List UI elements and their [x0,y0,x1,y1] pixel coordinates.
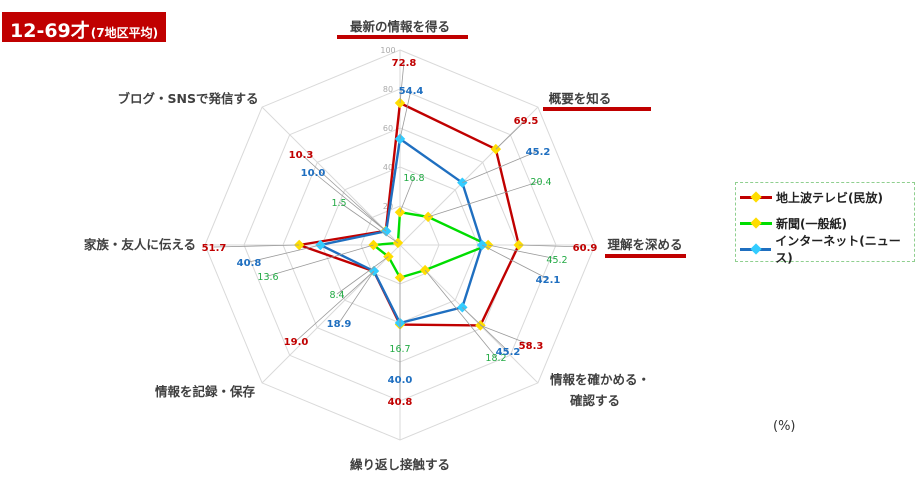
legend-item-tv: 地上波テレビ(民放) [736,185,914,209]
data-label-tv: 40.8 [388,397,413,408]
data-label-internet: 45.2 [496,347,521,358]
legend-internet-swatch [740,242,772,255]
data-label-leader [338,270,375,324]
chart-title-badge: 12-69才 (7地区平均) [2,12,167,42]
chart-legend: 地上波テレビ(民放) 新聞(一般紙) インターネット(ニュース) [735,182,915,265]
data-point-newspaper [422,211,434,223]
data-label-leader [481,244,549,280]
data-label-leader [488,244,558,260]
data-label-leader [399,176,415,213]
legend-item-internet: インターネット(ニュース) [736,234,914,265]
data-label-leader [312,171,387,232]
data-label-leader [462,150,539,184]
legend-newspaper-swatch [740,216,772,229]
category-label-overview: 概要を知る [549,91,612,106]
data-label-leader [213,244,300,248]
data-label-leader [495,119,527,150]
legend-tv-swatch [740,190,772,203]
category-label-verify: 情報を確かめる・確認する [550,372,650,408]
grid-spoke [261,244,401,384]
grid-spoke [399,106,539,246]
data-label-newspaper: 16.7 [389,344,410,355]
data-point-newspaper [394,272,406,283]
data-label-newspaper: 18.2 [485,353,506,364]
data-label-internet: 45.2 [526,147,551,158]
data-label-newspaper: 1.5 [331,198,346,209]
grid-spoke [261,106,401,246]
legend-tv-label: 地上波テレビ(民放) [776,190,883,205]
category-label-tell: 家族・友人に伝える [84,237,196,252]
data-label-leader [300,153,387,232]
data-label-tv: 69.5 [514,116,539,127]
data-label-newspaper: 20.4 [530,177,551,188]
data-label-leader [399,89,412,140]
data-label-internet: 54.4 [399,86,424,97]
data-label-tv: 58.3 [519,341,544,352]
data-label-leader [338,201,399,244]
radial-tick-label: 40 [383,163,393,172]
category-label-deepen: 理解を深める [607,237,682,252]
legend-internet-label: インターネット(ニュース) [775,234,901,265]
radial-tick-label: 80 [383,85,393,94]
data-label-tv: 19.0 [284,337,309,348]
data-label-leader [399,61,405,104]
category-label-record: 情報を記録・保存 [155,384,256,399]
data-label-newspaper: 45.2 [546,255,567,266]
radial-tick-label: 60 [383,124,393,133]
data-label-internet: 10.0 [301,168,326,179]
legend-item-newspaper: 新聞(一般紙) [736,211,914,235]
data-label-internet: 40.8 [237,258,262,269]
data-label-leader [462,307,509,352]
category-label-post: ブログ・SNSで発信する [118,91,259,106]
data-label-internet: 18.9 [327,319,352,330]
data-label-internet: 40.0 [388,375,413,386]
data-label-leader [295,270,375,342]
data-label-internet: 42.1 [536,275,561,286]
data-label-tv: 60.9 [573,243,598,254]
data-label-leader [267,244,374,277]
unit-label: (%) [773,419,796,434]
data-label-tv: 72.8 [392,58,417,69]
data-label-leader [336,256,389,295]
data-point-newspaper [392,237,404,249]
data-label-leader [480,325,532,346]
data-label-newspaper: 16.8 [403,173,424,184]
data-label-leader [518,244,586,248]
chart-title-sub: (7地区平均) [90,26,159,40]
data-label-newspaper: 8.4 [329,290,344,301]
category-label-repeat: 繰り返し接触する [350,457,450,472]
data-label-tv: 51.7 [202,243,227,254]
data-label-tv: 10.3 [289,150,314,161]
data-label-leader [428,180,542,218]
data-label-leader [248,244,321,263]
chart-title-main: 12-69才 [10,20,90,42]
data-label-newspaper: 13.6 [257,272,278,283]
legend-newspaper-label: 新聞(一般紙) [776,216,847,231]
category-label-latest-info: 最新の情報を得る [350,19,450,34]
radial-tick-label: 100 [380,46,395,55]
data-label-leader [424,269,497,358]
